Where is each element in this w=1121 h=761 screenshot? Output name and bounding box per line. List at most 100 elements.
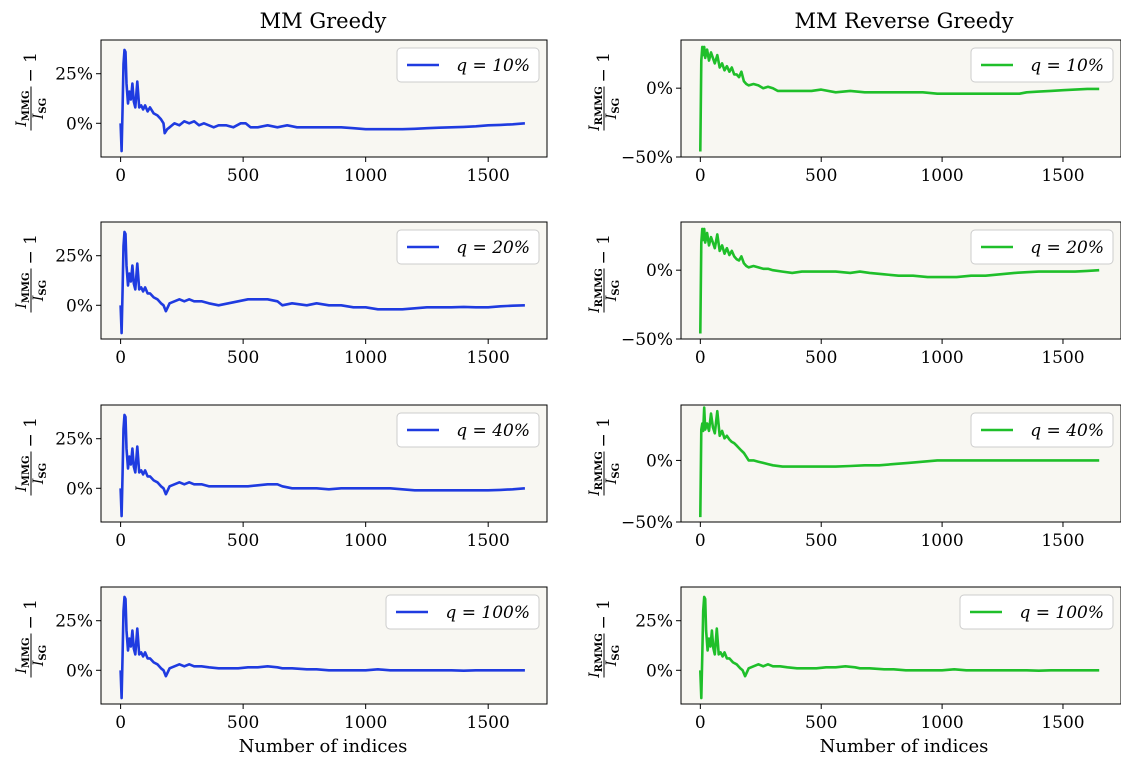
y-label-numerator-sub: MMG (21, 637, 32, 668)
legend-box (970, 412, 1114, 448)
panel-left-1: 0 500 1000 1500 0% 25% q = 10% IMMG ISG − 1 (14, 39, 548, 186)
y-tick-label: 0% (646, 261, 673, 281)
axes-frame (100, 404, 548, 523)
y-label-numerator-sub: RMMG (594, 451, 605, 490)
y-label-numerator: IRMMG (587, 633, 605, 679)
legend-label: q = 10% (1030, 56, 1104, 76)
y-tick-label: 25% (55, 430, 93, 450)
x-tick-label: 0 (695, 348, 706, 368)
x-tick-label: 0 (115, 348, 126, 368)
y-label-numerator: IMMG (14, 90, 32, 127)
y-axis-label: IMMG ISG − 1 (14, 599, 49, 678)
axes-frame (680, 221, 1121, 340)
axes-frame (100, 221, 548, 340)
legend-box (959, 594, 1114, 630)
axes-frame (680, 404, 1121, 523)
y-axis-label: IMMG ISG − 1 (14, 234, 49, 313)
x-tick-label: 1000 (344, 166, 387, 186)
y-label-numerator: IRMMG (587, 268, 605, 314)
y-label-numerator: IRMMG (587, 451, 605, 497)
y-label-numerator-sub: MMG (21, 90, 32, 121)
y-label-tail: − 1 (21, 417, 41, 447)
y-label-tail: − 1 (594, 52, 614, 82)
x-tick-label: 500 (227, 348, 259, 368)
y-label-tail: − 1 (21, 234, 41, 264)
y-label-denominator: ISG (604, 463, 622, 485)
panel-right-4: 0 500 1000 1500 0% 25% q = 100% IRMMG ISG − 1 (587, 586, 1121, 733)
x-tick-label: 0 (695, 166, 706, 186)
y-label-denominator-sub: SG (38, 98, 49, 114)
x-tick-label: 1000 (920, 348, 963, 368)
panel-right-3: 0 500 1000 1500 −50% 0% q = 40% IRMMG ISG − 1 (587, 404, 1121, 551)
xlabel-left: Number of indices (239, 736, 408, 757)
legend-box (385, 594, 540, 630)
y-label-denominator: ISG (604, 280, 622, 302)
y-axis-label: IRMMG ISG − 1 (587, 234, 622, 314)
y-tick-label: 25% (635, 612, 673, 632)
legend-box (970, 47, 1114, 83)
legend-box (396, 47, 540, 83)
y-label-numerator-sub: RMMG (594, 268, 605, 307)
series-line (119, 413, 526, 518)
y-label-denominator: ISG (31, 645, 49, 667)
x-tick-label: 1500 (467, 531, 510, 551)
y-axis-label: IRMMG ISG − 1 (587, 52, 622, 132)
x-tick-label: 500 (805, 713, 837, 733)
x-tick-label: 1500 (1041, 348, 1084, 368)
axes-frame (680, 586, 1121, 705)
axes-frame (100, 586, 548, 705)
xlabel-right: Number of indices (820, 736, 989, 757)
legend-box (396, 412, 540, 448)
x-tick-label: 500 (805, 166, 837, 186)
y-label-numerator-sub: MMG (21, 272, 32, 303)
series-line (699, 45, 1100, 152)
series-line (119, 48, 526, 153)
x-tick-label: 1500 (1041, 713, 1084, 733)
column-title-right: MM Reverse Greedy (794, 9, 1013, 33)
y-label-denominator-sub: SG (38, 280, 49, 296)
y-tick-label: 0% (66, 114, 93, 134)
axes-frame (100, 39, 548, 158)
legend-label: q = 100% (1019, 603, 1104, 623)
y-tick-label: 25% (55, 247, 93, 267)
legend-label: q = 40% (456, 421, 530, 441)
x-tick-label: 1000 (344, 713, 387, 733)
y-tick-label: 0% (646, 79, 673, 99)
panel-left-3: 0 500 1000 1500 0% 25% q = 40% IMMG ISG − 1 (14, 404, 548, 551)
legend-label: q = 20% (456, 238, 530, 258)
x-tick-label: 1500 (1041, 166, 1084, 186)
panel-right-2: 0 500 1000 1500 −50% 0% q = 20% IRMMG ISG − 1 (587, 221, 1121, 368)
x-tick-label: 1000 (920, 531, 963, 551)
y-tick-label: −50% (621, 513, 673, 533)
x-tick-label: 1000 (920, 713, 963, 733)
x-tick-label: 1000 (344, 531, 387, 551)
panel-right-1: 0 500 1000 1500 −50% 0% q = 10% IRMMG ISG − 1 (587, 39, 1121, 186)
y-axis-label: IMMG ISG − 1 (14, 52, 49, 131)
x-tick-label: 1500 (467, 166, 510, 186)
x-tick-label: 0 (115, 166, 126, 186)
y-label-denominator: ISG (604, 98, 622, 120)
x-tick-label: 1500 (467, 713, 510, 733)
legend-label: q = 100% (445, 603, 530, 623)
x-tick-label: 500 (805, 531, 837, 551)
y-tick-label: 0% (66, 296, 93, 316)
y-label-tail: − 1 (594, 417, 614, 447)
y-label-numerator-sub: RMMG (594, 86, 605, 125)
axes-frame (680, 39, 1121, 158)
y-tick-label: 0% (646, 451, 673, 471)
y-tick-label: 0% (646, 661, 673, 681)
series-line (699, 595, 1100, 700)
x-tick-label: 500 (805, 348, 837, 368)
y-label-numerator: IMMG (14, 455, 32, 492)
y-label-numerator-sub: RMMG (594, 633, 605, 672)
x-tick-label: 0 (695, 713, 706, 733)
y-tick-label: 0% (66, 479, 93, 499)
x-tick-label: 0 (115, 713, 126, 733)
legend-box (970, 229, 1114, 265)
y-tick-label: −50% (621, 148, 673, 168)
series-line (699, 406, 1100, 518)
y-label-tail: − 1 (21, 52, 41, 82)
column-title-left: MM Greedy (260, 9, 387, 33)
y-label-denominator-sub: SG (611, 280, 622, 296)
